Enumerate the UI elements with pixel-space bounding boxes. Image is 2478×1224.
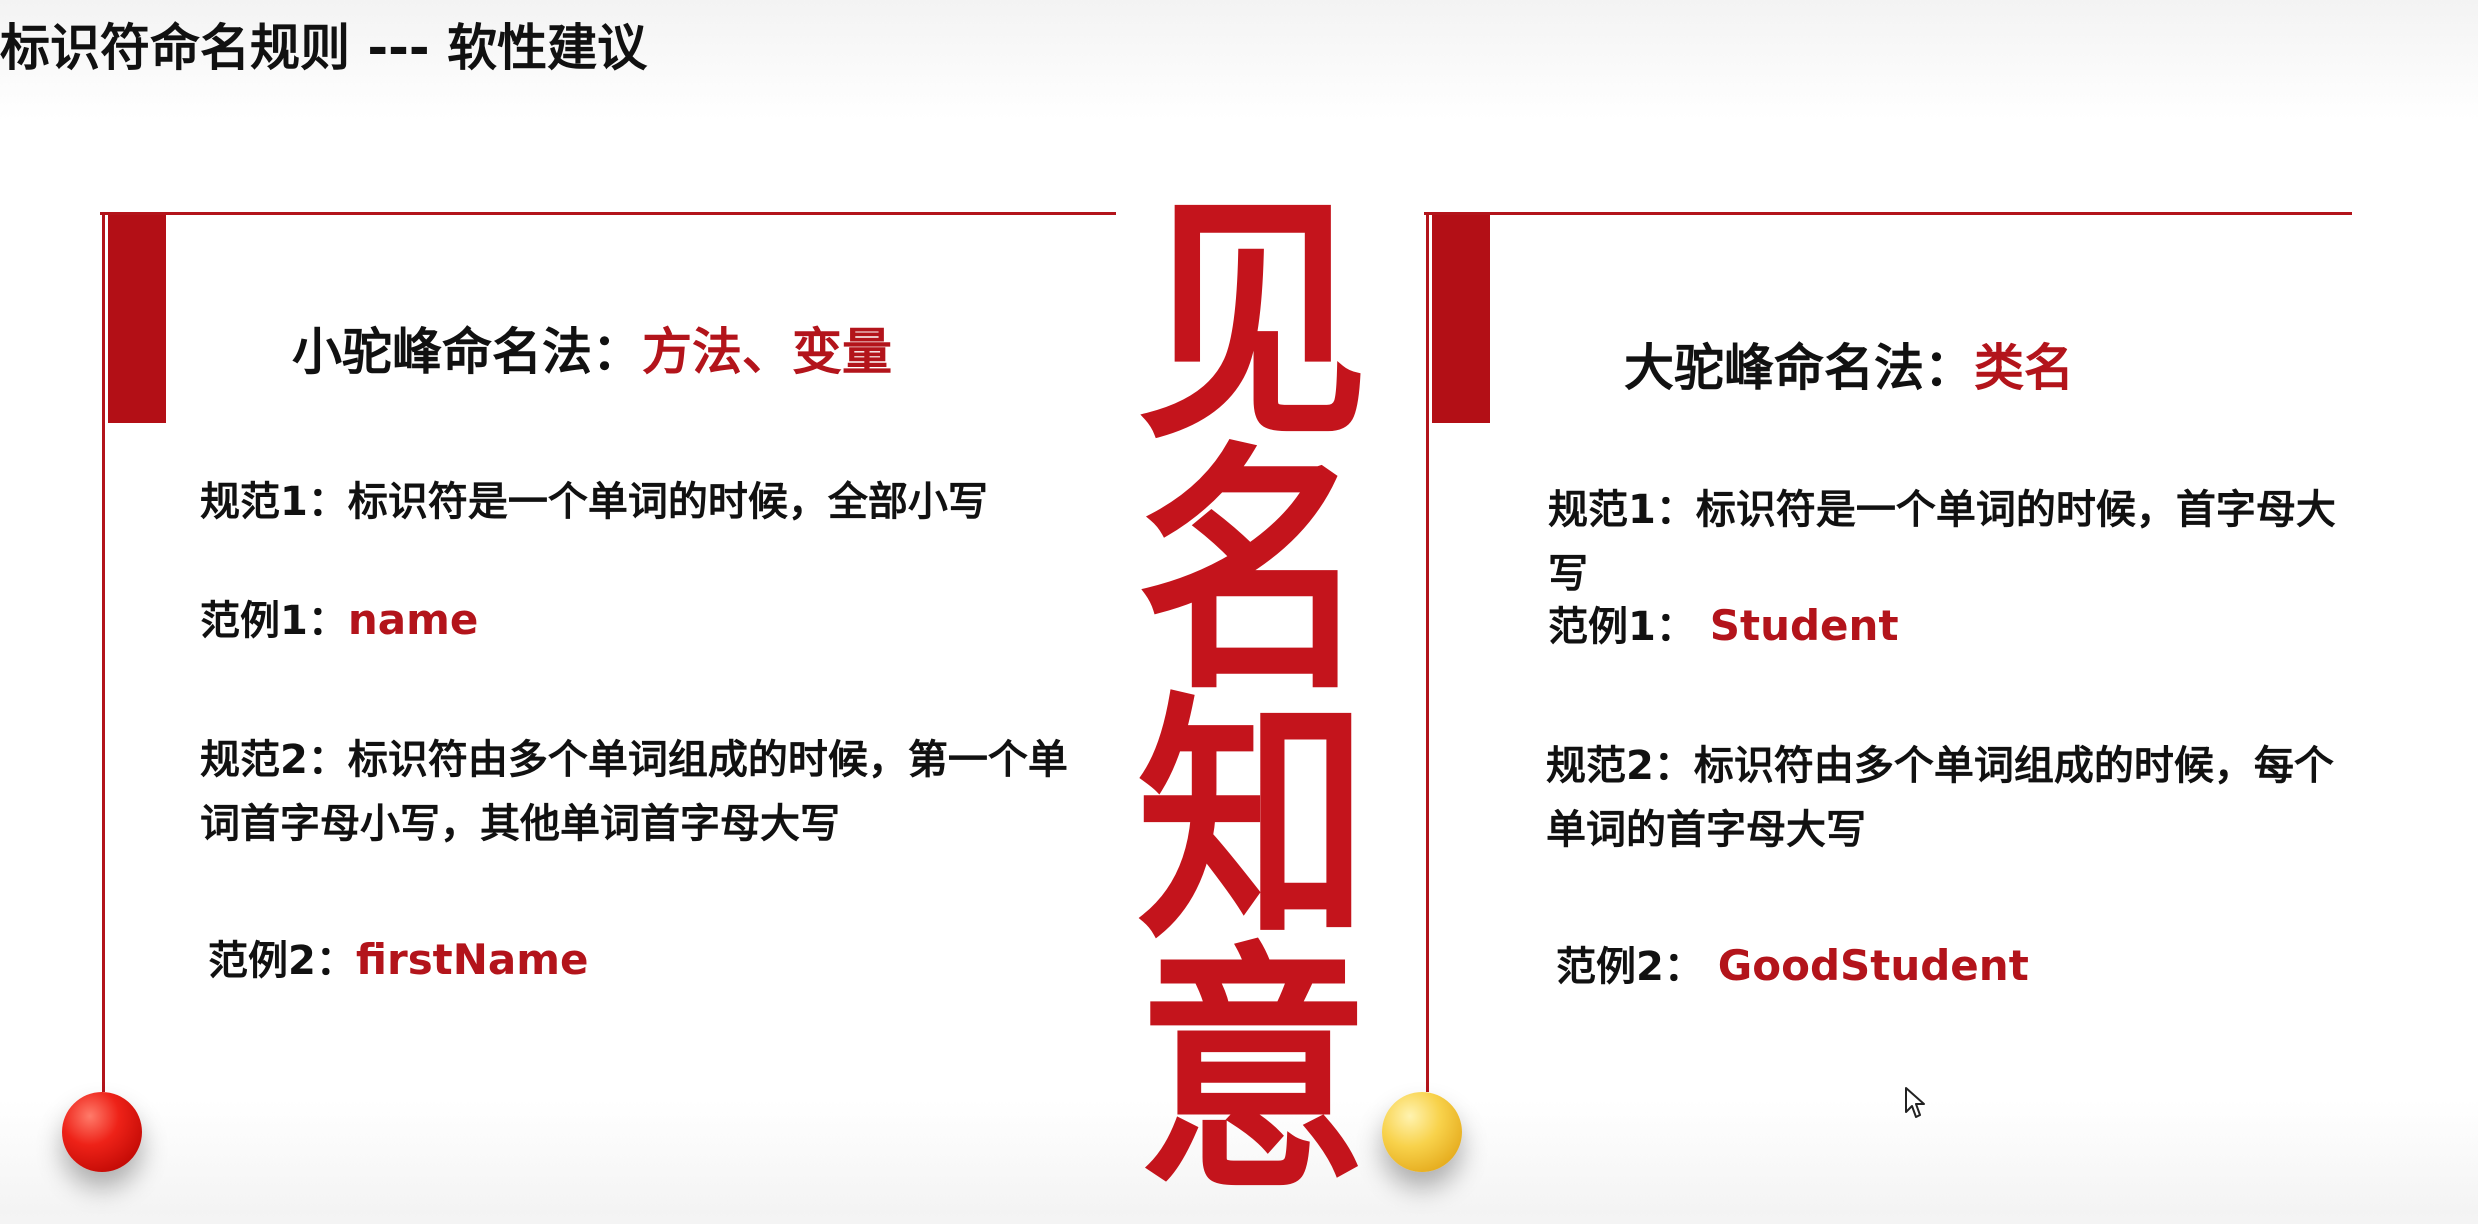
example-2-label: 范例2： [208, 938, 356, 984]
example-2-label: 范例2： [1556, 944, 1718, 990]
example-1-label: 范例1： [200, 598, 348, 644]
heading-prefix: 大驼峰命名法： [1624, 339, 1974, 397]
heading-highlight: 方法、变量 [642, 323, 892, 381]
panel-vertical-line [1426, 212, 1429, 1092]
rule-1: 规范1：标识符是一个单词的时候，全部小写 [200, 479, 988, 525]
mouse-cursor-icon [1905, 1087, 1925, 1118]
panel-accent-block [1432, 215, 1490, 423]
slogan-char-1: 见 [1136, 171, 1369, 475]
example-1: 范例1：name [200, 588, 478, 646]
example-2: 范例2：firstName [208, 928, 589, 986]
slide-title: 标识符命名规则 --- 软性建议 [0, 19, 648, 77]
example-2-value: firstName [355, 935, 589, 984]
panel-accent-block [108, 215, 166, 423]
lower-camel-heading: 小驼峰命名法：方法、变量 [292, 312, 892, 384]
panel-top-line [100, 212, 1116, 215]
rule-2: 规范2：标识符由多个单词组成的时候，每个单词的首字母大写 [1546, 743, 2334, 853]
slogan-char-3: 知 [1136, 671, 1369, 975]
slogan-char-2: 名 [1136, 421, 1369, 725]
center-vertical-slogan: 见 名 知 意 [1128, 183, 1378, 1213]
upper-camel-case-panel: 大驼峰命名法：类名 规范1：标识符是一个单词的时候，首字母大写 范例1： Stu… [1382, 212, 2352, 1172]
heading-prefix: 小驼峰命名法： [292, 323, 642, 381]
upper-camel-heading: 大驼峰命名法：类名 [1624, 328, 2074, 400]
yellow-ball-decoration [1382, 1092, 1462, 1172]
example-1-value: Student [1709, 601, 1899, 650]
heading-highlight: 类名 [1974, 339, 2074, 397]
example-1-label: 范例1： [1548, 604, 1710, 650]
rule-1: 规范1：标识符是一个单词的时候，首字母大写 [1548, 487, 2336, 597]
lower-camel-case-panel: 小驼峰命名法：方法、变量 规范1：标识符是一个单词的时候，全部小写 范例1：na… [62, 212, 1116, 1172]
panel-vertical-line [102, 212, 105, 1092]
red-ball-decoration [62, 1092, 142, 1172]
slogan-char-4: 意 [1136, 921, 1369, 1224]
example-1-value: name [347, 595, 479, 644]
example-2: 范例2： GoodStudent [1556, 934, 2029, 992]
example-1: 范例1： Student [1548, 594, 1899, 652]
rule-2: 规范2：标识符由多个单词组成的时候，第一个单词首字母小写，其他单词首字母大写 [200, 737, 1068, 847]
example-2-value: GoodStudent [1717, 941, 2029, 990]
panel-top-line [1424, 212, 2352, 215]
